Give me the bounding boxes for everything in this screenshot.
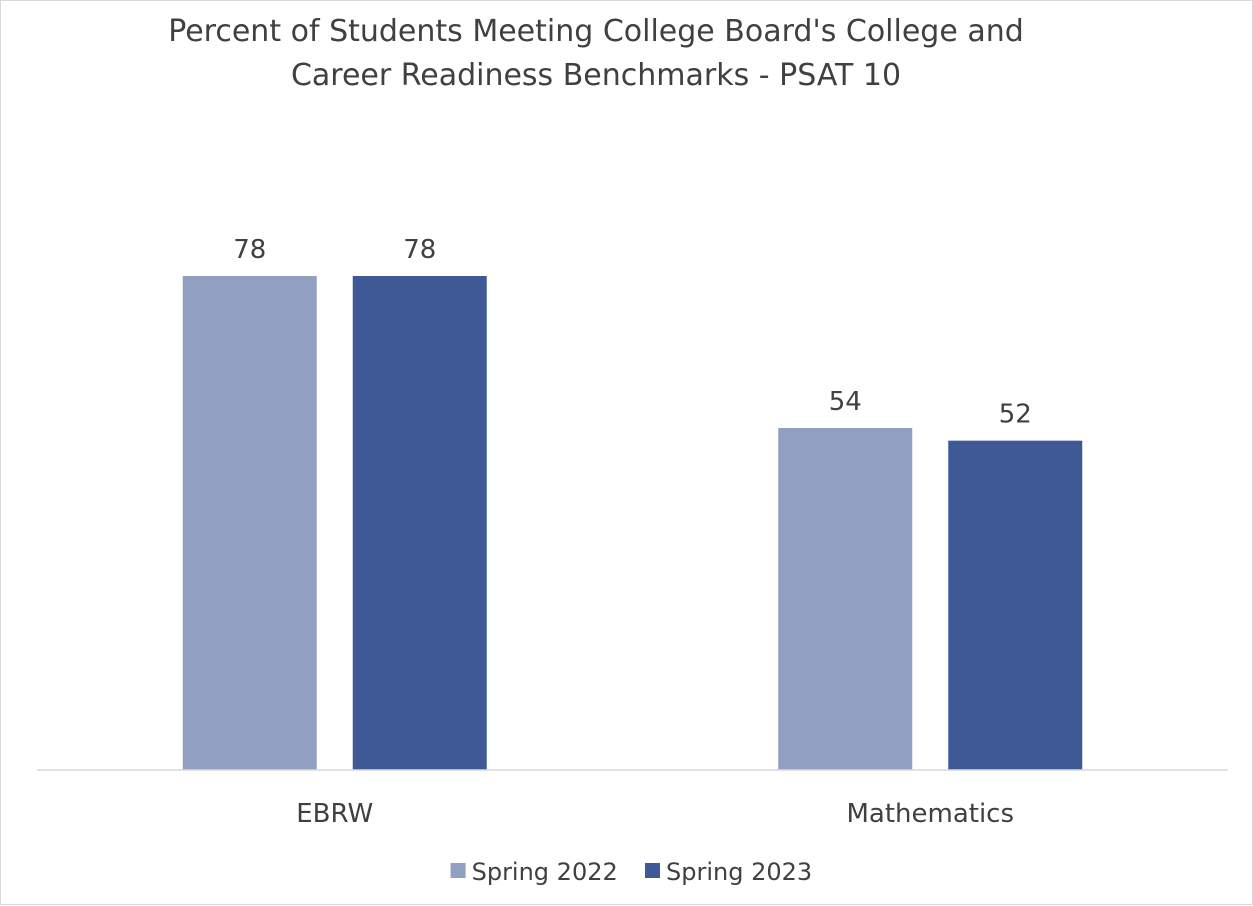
data-label: 78 — [403, 235, 436, 265]
data-label: 52 — [999, 400, 1032, 430]
chart-title-line-2: Career Readiness Benchmarks - PSAT 10 — [291, 58, 901, 93]
bar-mathematics-2 — [948, 440, 1083, 770]
legend-label: Spring 2023 — [666, 858, 812, 886]
legend-label: Spring 2022 — [472, 858, 618, 886]
legend: Spring 2022 Spring 2023 — [450, 858, 812, 886]
legend-swatch — [450, 863, 466, 878]
bar-ebrw-1 — [182, 276, 317, 770]
chart-title: Percent of Students Meeting College Boar… — [168, 14, 1024, 93]
bar-ebrw-2 — [352, 276, 487, 770]
data-label: 78 — [233, 235, 266, 265]
chart-title-line-1: Percent of Students Meeting College Boar… — [168, 14, 1024, 49]
data-label: 54 — [829, 387, 862, 417]
plot-area: 78 78 EBRW 54 52 Mathematics — [37, 235, 1228, 829]
x-tick-label: EBRW — [296, 799, 373, 829]
legend-swatch — [645, 863, 660, 878]
bar-mathematics-1 — [778, 428, 913, 770]
x-tick-label: Mathematics — [846, 799, 1014, 829]
